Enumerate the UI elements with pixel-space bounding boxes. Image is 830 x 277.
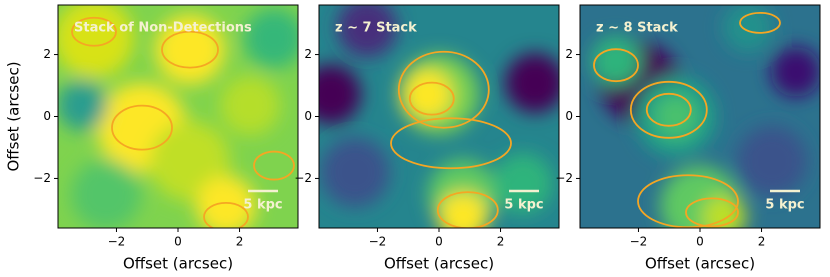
contour (111, 104, 173, 151)
x-tick-label: −2 (630, 235, 648, 249)
image-blob (702, 194, 746, 228)
image-blob (58, 5, 134, 79)
scale-bar-label: 5 kpc (765, 198, 804, 213)
x-tick-label: 2 (758, 235, 766, 249)
y-tick-label: 0 (304, 109, 312, 123)
image-blob (771, 46, 820, 97)
y-tick-label: 2 (43, 47, 51, 61)
image-panel (319, 5, 559, 228)
x-axis-label: Offset (arcsec) (123, 255, 233, 273)
image-texture (319, 5, 559, 228)
panel-title: z ∼ 8 Stack (596, 21, 678, 36)
contour (161, 30, 219, 69)
image-blob (155, 14, 225, 85)
image-blob (244, 8, 298, 69)
x-tick-label: −2 (108, 235, 126, 249)
y-tick-label: 2 (304, 47, 312, 61)
image-blob (737, 126, 807, 197)
y-tick-label: 2 (565, 47, 573, 61)
image-blob (505, 53, 559, 114)
contour (593, 48, 639, 83)
image-panel (58, 5, 298, 228)
image-blob (654, 94, 698, 139)
x-tick-label: 2 (497, 235, 505, 249)
y-axis-label: Offset (arcsec) (5, 61, 23, 171)
scale-bar-label: 5 kpc (243, 198, 282, 213)
image-blob (320, 137, 390, 208)
contour (685, 197, 739, 228)
contour (645, 92, 692, 127)
y-tick-label: 0 (43, 109, 51, 123)
y-tick-label: −2 (33, 171, 51, 185)
scale-bar-label: 5 kpc (504, 198, 543, 213)
x-tick-label: 0 (696, 235, 704, 249)
contour (390, 117, 512, 170)
image-blob (337, 5, 397, 58)
x-axis-label: Offset (arcsec) (384, 255, 494, 273)
image-texture (58, 5, 298, 228)
panel-title: Stack of Non-Detections (74, 21, 252, 36)
image-blob (438, 191, 488, 228)
contour (71, 16, 117, 47)
contour (408, 81, 455, 116)
y-tick-label: −2 (294, 171, 312, 185)
contour (436, 191, 499, 228)
image-blob (58, 80, 107, 131)
x-tick-label: 2 (236, 235, 244, 249)
image-blob (196, 175, 256, 228)
image-blob (71, 159, 141, 228)
y-tick-label: 0 (565, 109, 573, 123)
contour (397, 50, 490, 129)
panel-title: z ∼ 7 Stack (335, 21, 417, 36)
image-blob (591, 35, 641, 86)
image-blob (402, 69, 452, 120)
x-tick-label: 0 (174, 235, 182, 249)
x-tick-label: −2 (369, 235, 387, 249)
image-blob (319, 64, 361, 125)
contour (739, 11, 781, 34)
image-blob (220, 75, 280, 136)
contour (637, 174, 739, 228)
contour (253, 150, 295, 181)
y-tick-label: −2 (555, 171, 573, 185)
x-axis-label: Offset (arcsec) (645, 255, 755, 273)
contour (629, 80, 708, 139)
image-blob (493, 153, 553, 214)
contour (203, 201, 249, 228)
image-blob (723, 5, 773, 53)
x-tick-label: 0 (435, 235, 443, 249)
